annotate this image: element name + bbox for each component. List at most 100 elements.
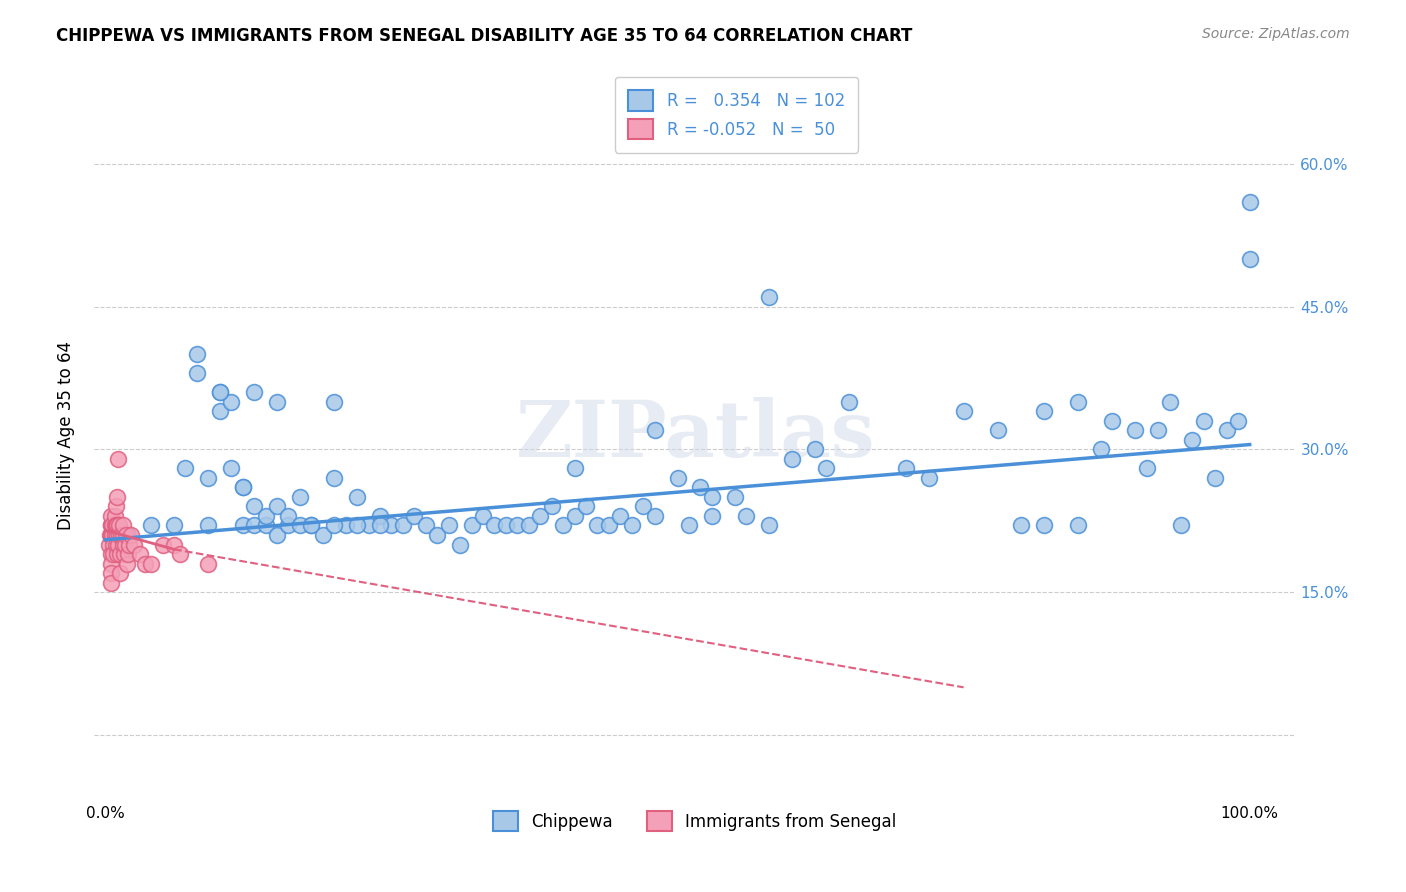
Point [1192,414,1215,428]
Text: Source: ZipAtlas.com: Source: ZipAtlas.com [1202,27,1350,41]
Point [103,537,125,551]
Point [266,528,288,542]
Point [117,528,139,542]
Point [1204,471,1226,485]
Point [1136,461,1159,475]
Point [1227,414,1250,428]
Point [128,547,150,561]
Point [152,537,174,551]
Point [110,566,132,580]
Point [266,500,288,514]
Point [111,537,134,551]
Point [415,518,437,533]
Point [118,537,141,551]
Point [1181,433,1204,447]
Point [120,528,142,542]
Legend: Chippewa, Immigrants from Senegal: Chippewa, Immigrants from Senegal [479,797,910,845]
Text: ZIPatlas: ZIPatlas [515,397,875,473]
Point [107,537,129,551]
Point [335,518,357,533]
Point [108,528,131,542]
Point [266,394,288,409]
Point [678,518,700,533]
Point [110,528,132,542]
Point [666,471,689,485]
Point [357,518,380,533]
Point [1123,423,1146,437]
Point [700,490,723,504]
Point [186,347,208,361]
Point [484,518,506,533]
Point [952,404,974,418]
Point [1032,518,1054,533]
Point [197,557,219,571]
Point [105,528,128,542]
Point [449,537,471,551]
Y-axis label: Disability Age 35 to 64: Disability Age 35 to 64 [58,341,75,530]
Point [105,518,128,533]
Point [551,518,574,533]
Point [1032,404,1054,418]
Point [700,508,723,523]
Point [804,442,827,457]
Point [724,490,747,504]
Point [586,518,609,533]
Point [689,480,711,494]
Point [232,480,254,494]
Point [323,518,346,533]
Point [277,518,299,533]
Point [780,451,803,466]
Point [575,500,598,514]
Point [197,518,219,533]
Point [631,500,654,514]
Point [1239,252,1261,266]
Point [105,490,128,504]
Point [1170,518,1192,533]
Point [103,528,125,542]
Point [277,508,299,523]
Point [564,508,586,523]
Point [758,290,780,304]
Point [1239,194,1261,209]
Point [598,518,620,533]
Point [100,528,122,542]
Point [243,385,266,400]
Point [404,508,426,523]
Point [1067,518,1090,533]
Point [111,528,134,542]
Point [163,518,186,533]
Point [838,394,860,409]
Point [104,537,127,551]
Point [100,518,122,533]
Point [346,490,368,504]
Point [323,394,346,409]
Point [208,404,231,418]
Point [1159,394,1181,409]
Point [918,471,941,485]
Point [197,471,219,485]
Point [1090,442,1112,457]
Point [299,518,322,533]
Point [115,528,138,542]
Point [1010,518,1032,533]
Point [644,508,666,523]
Point [169,547,191,561]
Point [103,518,125,533]
Point [323,471,346,485]
Point [243,518,266,533]
Point [564,461,586,475]
Point [114,537,136,551]
Point [644,423,666,437]
Point [437,518,460,533]
Point [101,528,124,542]
Point [620,518,643,533]
Point [110,547,132,561]
Point [1216,423,1239,437]
Point [112,547,135,561]
Point [299,518,322,533]
Point [100,518,122,533]
Point [392,518,415,533]
Point [460,518,482,533]
Point [101,518,124,533]
Point [232,518,254,533]
